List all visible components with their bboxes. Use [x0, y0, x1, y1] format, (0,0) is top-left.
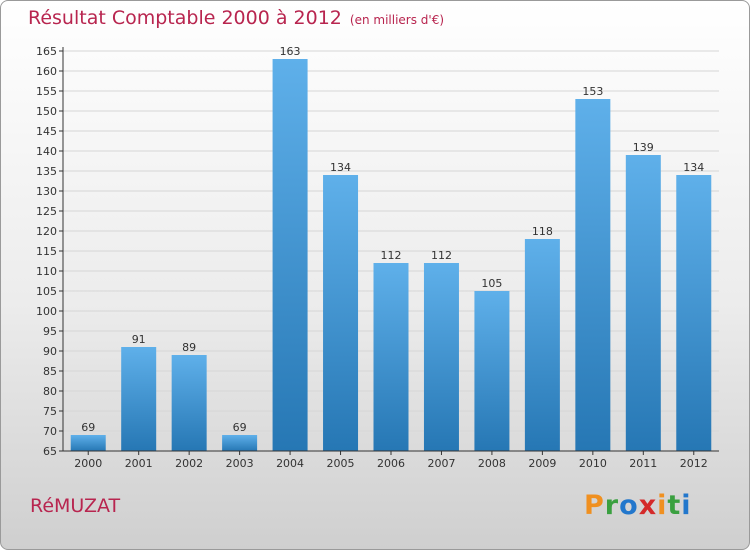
data-label: 89: [182, 341, 196, 354]
y-tick-label: 150: [36, 105, 57, 118]
x-tick-label: 2006: [377, 457, 405, 470]
data-label: 112: [381, 249, 402, 262]
y-tick-label: 135: [36, 165, 57, 178]
chart-title: Résultat Comptable 2000 à 2012 (en millie…: [28, 7, 444, 29]
logo-letter: t: [667, 490, 682, 521]
y-tick-label: 65: [43, 445, 57, 458]
axes: 65 70 75 80 85 90 95 100 105 110 115 120 125 130 135 14…: [36, 45, 719, 470]
x-tick-label: 2008: [478, 457, 506, 470]
logo-letter: r: [604, 490, 620, 521]
logo-letter: o: [619, 490, 639, 521]
data-label: 134: [330, 161, 351, 174]
bars: [70, 59, 712, 451]
bar: [625, 155, 661, 451]
y-tick-label: 125: [36, 205, 57, 218]
title-text: Résultat Comptable 2000 à 2012: [28, 7, 342, 29]
bar: [222, 435, 258, 451]
proxiti-logo[interactable]: Proxiti: [584, 490, 692, 521]
y-tick-label: 120: [36, 225, 57, 238]
y-tick-label: 165: [36, 45, 57, 58]
logo-letter: P: [584, 490, 605, 521]
chart-subtitle: (en milliers d'€): [349, 13, 445, 27]
y-tick-label: 110: [36, 265, 57, 278]
x-tick-label: 2002: [175, 457, 203, 470]
bar: [423, 263, 459, 451]
x-tick-label: 2003: [226, 457, 254, 470]
bar: [171, 355, 207, 451]
logo-letter: x: [638, 490, 658, 521]
bar: [121, 347, 157, 451]
y-tick-label: 70: [43, 425, 57, 438]
x-tick-label: 2001: [125, 457, 153, 470]
bar: [272, 59, 308, 451]
bar: [575, 99, 611, 451]
x-tick-label: 2009: [528, 457, 556, 470]
y-tick-label: 160: [36, 65, 57, 78]
bar: [676, 175, 712, 451]
y-tick-label: 85: [43, 365, 57, 378]
y-tick-label: 100: [36, 305, 57, 318]
data-label: 112: [431, 249, 452, 262]
data-label: 134: [683, 161, 704, 174]
y-tick-label: 105: [36, 285, 57, 298]
data-label: 91: [132, 333, 146, 346]
bar: [524, 239, 560, 451]
y-tick-label: 155: [36, 85, 57, 98]
bar: [70, 435, 106, 451]
x-tick-label: 2007: [427, 457, 455, 470]
x-tick-label: 2012: [680, 457, 708, 470]
y-tick-label: 75: [43, 405, 57, 418]
y-tick-label: 140: [36, 145, 57, 158]
y-tick-label: 130: [36, 185, 57, 198]
x-tick-label: 2005: [327, 457, 355, 470]
x-tick-label: 2010: [579, 457, 607, 470]
logo-letter: i: [681, 490, 692, 521]
y-tick-label: 145: [36, 125, 57, 138]
data-label: 163: [280, 45, 301, 58]
y-tick-label: 80: [43, 385, 57, 398]
x-tick-label: 2004: [276, 457, 304, 470]
data-label: 139: [633, 141, 654, 154]
data-labels: 69 91 89 69 163 134 112 112 105 118 153 139 134: [81, 45, 704, 434]
commune-name: RéMUZAT: [30, 495, 121, 517]
y-tick-label: 115: [36, 245, 57, 258]
data-label: 153: [582, 85, 603, 98]
data-label: 69: [233, 421, 247, 434]
logo-letter: i: [657, 490, 668, 521]
data-label: 105: [481, 277, 502, 290]
bar: [323, 175, 359, 451]
data-label: 118: [532, 225, 553, 238]
bar: [474, 291, 510, 451]
bar: [373, 263, 409, 451]
y-tick-label: 90: [43, 345, 57, 358]
x-tick-label: 2011: [629, 457, 657, 470]
y-tick-label: 95: [43, 325, 57, 338]
x-tick-label: 2000: [74, 457, 102, 470]
data-label: 69: [81, 421, 95, 434]
